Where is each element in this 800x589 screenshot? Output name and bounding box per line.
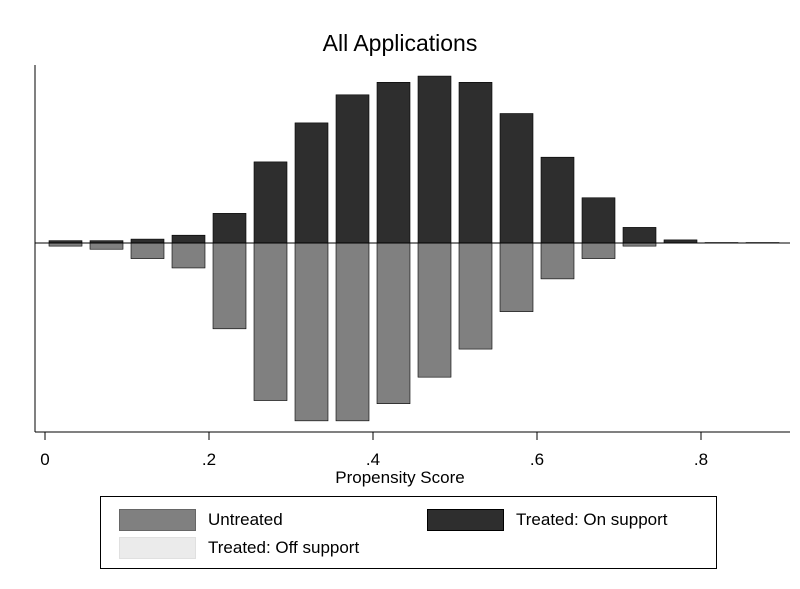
bar-treated-on-support-12: [540, 156, 575, 244]
bar-untreated-6: [294, 242, 329, 422]
bar-treated-on-support-9: [417, 75, 452, 244]
legend-item-untreated: Untreated: [119, 509, 283, 531]
bar-untreated-3: [171, 242, 206, 269]
bar-treated-on-support-6: [294, 122, 329, 244]
bar-treated-on-support-3: [171, 234, 206, 244]
legend-item-treated-off-support: Treated: Off support: [119, 537, 359, 559]
x-axis-label: Propensity Score: [335, 468, 465, 487]
x-tick-label-0: 0: [40, 450, 49, 469]
bar-treated-on-support-2: [130, 238, 165, 244]
bar-untreated-9: [417, 242, 452, 378]
bar-untreated-13: [581, 242, 616, 259]
bar-untreated-1: [89, 242, 124, 250]
bar-untreated-11: [499, 242, 534, 312]
bar-untreated-2: [130, 242, 165, 259]
bar-untreated-10: [458, 242, 493, 350]
x-tick-label-4: .8: [694, 450, 708, 469]
legend: Untreated Treated: On support Treated: O…: [100, 496, 717, 569]
legend-label-untreated: Untreated: [208, 510, 283, 529]
bar-untreated-5: [253, 242, 288, 401]
bar-treated-on-support-10: [458, 82, 493, 244]
bar-treated-on-support-7: [335, 94, 370, 244]
legend-label-treated-off-support: Treated: Off support: [208, 538, 360, 557]
chart-title: All Applications: [322, 30, 478, 56]
bar-untreated-4: [212, 242, 247, 330]
x-tick-label-2: .4: [366, 450, 380, 469]
bar-treated-on-support-14: [622, 227, 657, 244]
bar-treated-on-support-13: [581, 197, 616, 244]
bar-treated-on-support-11: [499, 113, 534, 244]
legend-label-treated-on-support: Treated: On support: [516, 510, 668, 529]
bar-treated-on-support-5: [253, 161, 288, 244]
x-tick-label-1: .2: [202, 450, 216, 469]
legend-swatch-untreated: [119, 509, 196, 531]
bar-untreated-12: [540, 242, 575, 280]
bar-untreated-8: [376, 242, 411, 404]
bar-treated-on-support-4: [212, 213, 247, 244]
x-tick-label-3: .6: [530, 450, 544, 469]
legend-swatch-treated-on-support: [427, 509, 504, 531]
legend-item-treated-on-support: Treated: On support: [427, 509, 668, 531]
plot-region: 0 .2 .4 .6 .8: [34, 65, 790, 469]
legend-swatch-treated-off-support: [119, 537, 196, 559]
bar-treated-on-support-8: [376, 82, 411, 244]
bar-untreated-7: [335, 242, 370, 422]
